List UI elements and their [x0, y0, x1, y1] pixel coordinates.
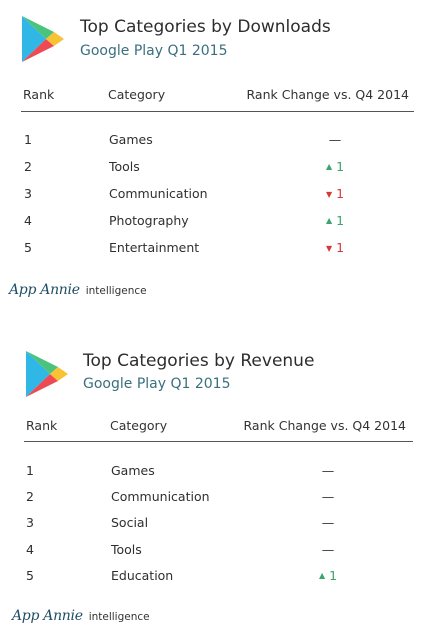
rank-cell: 3 [24, 186, 32, 201]
panel-subtitle: Google Play Q1 2015 [80, 43, 228, 59]
category-cell: Entertainment [109, 240, 200, 255]
no-change-dash: — [328, 132, 342, 147]
brand-suffix: intelligence [88, 611, 150, 623]
table-row: 3 Communication ▼ 1 [0, 186, 425, 212]
rank-header: Rank [26, 418, 58, 433]
table-row: 3 Social — [0, 515, 425, 541]
triangle-up-icon: ▲ [325, 162, 333, 171]
category-cell: Education [111, 568, 174, 583]
rank-cell: 5 [24, 240, 32, 255]
rank-cell: 4 [24, 213, 32, 228]
change-header: Rank Change vs. Q4 2014 [246, 87, 409, 102]
app-annie-brand: App Annie intelligence [9, 279, 147, 298]
category-cell: Games [111, 463, 155, 478]
no-change-dash: — [321, 542, 335, 557]
change-cell: — [300, 132, 370, 147]
category-header: Category [108, 87, 166, 102]
category-cell: Tools [111, 542, 142, 557]
change-value: 1 [336, 159, 345, 174]
table-row: 4 Photography ▲ 1 [0, 213, 425, 239]
no-change-dash: — [321, 515, 335, 530]
change-cell: ▲ 1 [300, 159, 370, 174]
change-cell: ▲ 1 [293, 568, 363, 583]
triangle-up-icon: ▲ [318, 571, 326, 580]
rank-cell: 2 [24, 159, 32, 174]
brand-name: App Annie [9, 282, 80, 298]
table-row: 2 Communication — [0, 489, 425, 515]
brand-suffix: intelligence [85, 285, 147, 297]
panel-title: Top Categories by Revenue [83, 351, 315, 371]
rank-cell: 3 [26, 515, 34, 530]
header-divider [24, 441, 413, 442]
change-cell: — [293, 542, 363, 557]
panel-subtitle: Google Play Q1 2015 [83, 376, 231, 392]
change-value: 1 [336, 213, 345, 228]
triangle-down-icon: ▼ [325, 244, 333, 253]
table-row: 1 Games — [0, 132, 425, 158]
change-cell: ▼ 1 [300, 240, 370, 255]
table-row: 5 Entertainment ▼ 1 [0, 240, 425, 266]
rank-cell: 1 [24, 132, 32, 147]
table-row: 5 Education ▲ 1 [0, 568, 425, 594]
change-header: Rank Change vs. Q4 2014 [243, 418, 406, 433]
change-cell: ▼ 1 [300, 186, 370, 201]
no-change-dash: — [321, 489, 335, 504]
header-divider [21, 111, 414, 112]
app-annie-brand: App Annie intelligence [12, 605, 150, 624]
change-cell: ▲ 1 [300, 213, 370, 228]
panel-title: Top Categories by Downloads [80, 17, 331, 37]
table-row: 1 Games — [0, 463, 425, 489]
rank-cell: 4 [26, 542, 34, 557]
table-row: 2 Tools ▲ 1 [0, 159, 425, 185]
category-cell: Photography [109, 213, 189, 228]
change-cell: — [293, 515, 363, 530]
google-play-logo-icon [26, 351, 68, 397]
no-change-dash: — [321, 463, 335, 478]
category-cell: Tools [109, 159, 140, 174]
category-header: Category [110, 418, 168, 433]
rank-cell: 1 [26, 463, 34, 478]
category-cell: Communication [111, 489, 210, 504]
rank-cell: 5 [26, 568, 34, 583]
brand-name: App Annie [12, 608, 83, 624]
change-cell: — [293, 463, 363, 478]
category-cell: Games [109, 132, 153, 147]
triangle-down-icon: ▼ [325, 190, 333, 199]
triangle-up-icon: ▲ [325, 216, 333, 225]
change-value: 1 [336, 186, 345, 201]
category-cell: Social [111, 515, 149, 530]
change-value: 1 [329, 568, 338, 583]
table-row: 4 Tools — [0, 542, 425, 568]
category-cell: Communication [109, 186, 208, 201]
google-play-logo-icon [22, 16, 64, 62]
change-value: 1 [336, 240, 345, 255]
rank-cell: 2 [26, 489, 34, 504]
change-cell: — [293, 489, 363, 504]
rank-header: Rank [23, 87, 55, 102]
